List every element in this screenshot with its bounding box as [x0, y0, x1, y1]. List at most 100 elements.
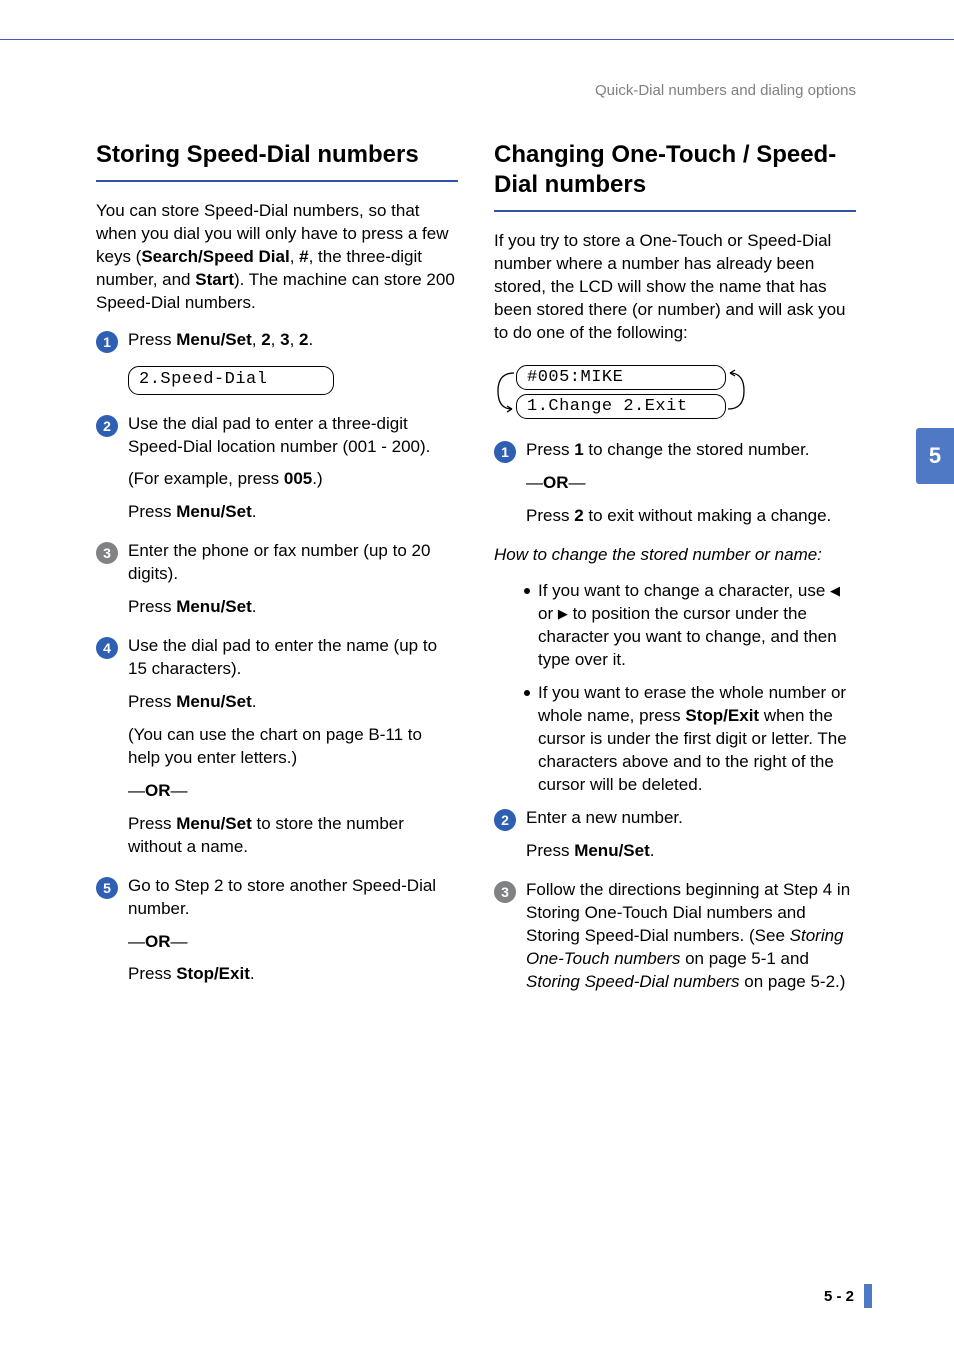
t: Start	[195, 270, 234, 289]
lcd-display: 2.Speed-Dial	[128, 366, 334, 395]
t: Press	[128, 502, 176, 521]
step-badge-2: 2	[494, 809, 516, 831]
t: —	[128, 932, 145, 951]
step-body: Use the dial pad to enter a three-digit …	[128, 413, 458, 535]
t: Menu/Set	[176, 692, 252, 711]
t: Go to Step 2 to store another Speed-Dial…	[128, 875, 458, 921]
step-2: 2 Use the dial pad to enter a three-digi…	[96, 413, 458, 535]
t: Press	[128, 692, 176, 711]
t: on page 5-1 and	[680, 949, 809, 968]
t: If you want to change a character, use ◀…	[538, 580, 856, 672]
lcd-display: 1.Change 2.Exit	[516, 394, 726, 419]
bullet-item: If you want to change a character, use ◀…	[524, 580, 856, 672]
step-1: 1 Press 1 to change the stored number. —…	[494, 439, 856, 538]
t: Press	[128, 964, 176, 983]
t: to exit without making a change.	[584, 506, 832, 525]
step-body: Go to Step 2 to store another Speed-Dial…	[128, 875, 458, 997]
t: Menu/Set	[176, 502, 252, 521]
loop-arrows-icon	[494, 363, 516, 419]
step-4: 4 Use the dial pad to enter the name (up…	[96, 635, 458, 869]
t: If you want to change a character, use	[538, 581, 830, 600]
step-body: Use the dial pad to enter the name (up t…	[128, 635, 458, 869]
t: Press	[526, 506, 574, 525]
t: to change the stored number.	[584, 440, 810, 459]
step-body: Press 1 to change the stored number. —OR…	[526, 439, 856, 538]
t: Search/Speed Dial	[141, 247, 289, 266]
chapter-tab: 5	[916, 428, 954, 484]
bullet-item: If you want to erase the whole number or…	[524, 682, 856, 797]
right-column: Changing One-Touch / Speed-Dial numbers …	[494, 140, 856, 1009]
t: Menu/Set	[176, 330, 252, 349]
t: OR	[145, 932, 171, 951]
section-title-right: Changing One-Touch / Speed-Dial numbers	[494, 140, 856, 200]
t: .	[309, 330, 314, 349]
step-3: 3 Follow the directions beginning at Ste…	[494, 879, 856, 1004]
lcd-display: #005:MIKE	[516, 365, 726, 390]
top-rule	[0, 36, 954, 40]
right-arrow-icon: ▶	[558, 605, 568, 623]
section-rule	[494, 210, 856, 212]
t: Stop/Exit	[176, 964, 250, 983]
intro-text: You can store Speed-Dial numbers, so tha…	[96, 200, 458, 315]
t: (For example, press	[128, 469, 284, 488]
t: (You can use the chart on page B-11 to h…	[128, 724, 458, 770]
t: 2	[574, 506, 583, 525]
step-badge-3: 3	[494, 881, 516, 903]
step-body: Enter the phone or fax number (up to 20 …	[128, 540, 458, 629]
t: Stop/Exit	[685, 706, 759, 725]
t: 1	[574, 440, 583, 459]
t: —	[526, 473, 543, 492]
intro-text: If you try to store a One-Touch or Speed…	[494, 230, 856, 345]
step-5: 5 Go to Step 2 to store another Speed-Di…	[96, 875, 458, 997]
t: Storing Speed-Dial numbers	[526, 972, 740, 991]
bullet-dot-icon	[524, 690, 530, 696]
t: Menu/Set	[176, 597, 252, 616]
t: Press	[526, 440, 574, 459]
breadcrumb: Quick-Dial numbers and dialing options	[595, 82, 856, 99]
step-badge-4: 4	[96, 637, 118, 659]
t: ,	[290, 247, 299, 266]
t: —	[128, 781, 145, 800]
t: 005	[284, 469, 312, 488]
page-footer: 5 - 2	[824, 1284, 872, 1308]
t: 2	[299, 330, 308, 349]
t: .)	[312, 469, 322, 488]
t: Press	[128, 330, 176, 349]
t: OR	[145, 781, 171, 800]
step-badge-3: 3	[96, 542, 118, 564]
t: on page 5-2.)	[740, 972, 846, 991]
page-number: 5 - 2	[824, 1288, 854, 1305]
t: Menu/Set	[574, 841, 650, 860]
step-2: 2 Enter a new number. Press Menu/Set.	[494, 807, 856, 873]
loop-arrows-icon	[726, 363, 748, 419]
t: ,	[252, 330, 261, 349]
step-body: Follow the directions beginning at Step …	[526, 879, 856, 1004]
step-badge-5: 5	[96, 877, 118, 899]
t: OR	[543, 473, 569, 492]
step-badge-1: 1	[96, 331, 118, 353]
bullet-dot-icon	[524, 588, 530, 594]
t: ,	[290, 330, 299, 349]
t: 2	[261, 330, 270, 349]
t: or	[538, 604, 558, 623]
step-body: Enter a new number. Press Menu/Set.	[526, 807, 856, 873]
t: #	[299, 247, 308, 266]
howto-heading: How to change the stored number or name:	[494, 544, 856, 567]
t: .	[252, 597, 257, 616]
step-body: Press Menu/Set, 2, 3, 2. 2.Speed-Dial	[128, 329, 458, 407]
t: 3	[280, 330, 289, 349]
t: If you want to erase the whole number or…	[538, 682, 856, 797]
t: —	[569, 473, 586, 492]
left-column: Storing Speed-Dial numbers You can store…	[96, 140, 458, 1009]
section-rule	[96, 180, 458, 182]
t: Press	[128, 814, 176, 833]
t: —	[171, 932, 188, 951]
footer-accent-bar	[864, 1284, 872, 1308]
t: ,	[271, 330, 280, 349]
lcd-stack: #005:MIKE 1.Change 2.Exit	[516, 365, 726, 423]
content: Storing Speed-Dial numbers You can store…	[96, 140, 856, 1009]
left-arrow-icon: ◀	[830, 582, 840, 600]
t: .	[252, 502, 257, 521]
step-badge-2: 2	[96, 415, 118, 437]
t: Use the dial pad to enter the name (up t…	[128, 635, 458, 681]
